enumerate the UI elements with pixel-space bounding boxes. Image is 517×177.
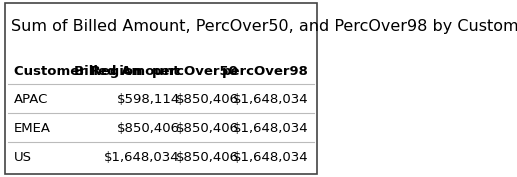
Text: $1,648,034: $1,648,034	[233, 122, 309, 135]
Text: $850,406: $850,406	[117, 122, 180, 135]
Text: $850,406: $850,406	[176, 122, 239, 135]
Text: $1,648,034: $1,648,034	[233, 93, 309, 106]
FancyBboxPatch shape	[5, 3, 317, 174]
Text: Billed Amount: Billed Amount	[74, 65, 180, 78]
Text: EMEA: EMEA	[14, 122, 51, 135]
Text: $1,648,034: $1,648,034	[233, 151, 309, 164]
Text: $598,114: $598,114	[116, 93, 180, 106]
Text: Sum of Billed Amount, PercOver50, and PercOver98 by Customer Region: Sum of Billed Amount, PercOver50, and Pe…	[11, 19, 517, 34]
Text: $1,648,034: $1,648,034	[104, 151, 180, 164]
Text: APAC: APAC	[14, 93, 49, 106]
Text: Customer Region: Customer Region	[14, 65, 143, 78]
Text: percOver98: percOver98	[222, 65, 309, 78]
Text: $850,406: $850,406	[176, 151, 239, 164]
Text: $850,406: $850,406	[176, 93, 239, 106]
Text: percOver50: percOver50	[152, 65, 239, 78]
Text: US: US	[14, 151, 32, 164]
